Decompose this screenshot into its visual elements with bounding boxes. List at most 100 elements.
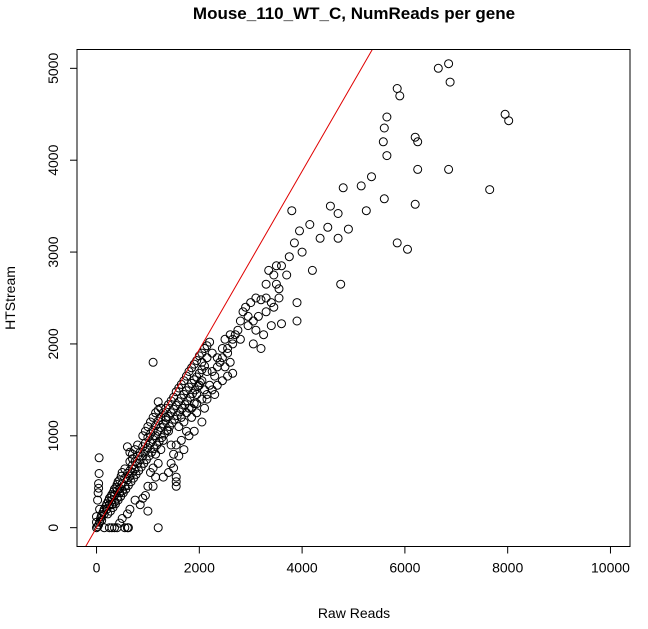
data-point	[305, 220, 315, 229]
x-tick-label: 8000	[492, 560, 523, 576]
data-point	[133, 440, 143, 450]
data-point	[176, 435, 186, 445]
data-point	[205, 337, 215, 347]
data-point	[212, 353, 222, 363]
data-point	[269, 270, 279, 280]
y-tick-label: 2000	[45, 328, 61, 359]
data-point	[382, 112, 392, 122]
data-point	[367, 172, 376, 182]
data-point	[217, 353, 227, 363]
data-point	[338, 183, 348, 193]
x-axis-label: Raw Reads	[318, 605, 390, 621]
data-point	[146, 468, 155, 477]
data-point	[123, 523, 133, 533]
data-point	[182, 426, 191, 436]
data-point	[230, 330, 240, 340]
data-point	[243, 321, 253, 331]
data-point	[433, 63, 443, 73]
chart-title: Mouse_110_WT_C, NumReads per gene	[193, 4, 515, 23]
data-point	[210, 371, 220, 381]
data-point	[113, 477, 123, 487]
data-point	[217, 376, 227, 386]
data-point	[94, 520, 104, 530]
data-point	[403, 244, 412, 254]
data-point	[504, 116, 514, 126]
data-point	[151, 472, 161, 482]
data-point	[333, 209, 343, 218]
data-point	[207, 385, 217, 395]
data-point	[295, 226, 304, 236]
data-point	[171, 472, 181, 482]
data-point	[379, 123, 389, 133]
data-point	[169, 449, 179, 459]
data-point	[325, 201, 335, 211]
data-point	[307, 265, 317, 275]
data-point	[192, 399, 202, 409]
data-point	[125, 457, 135, 466]
data-point	[292, 298, 302, 308]
data-point	[112, 523, 122, 533]
data-point	[92, 523, 101, 533]
data-point	[146, 417, 155, 427]
y-tick-label: 0	[45, 524, 61, 532]
data-point	[266, 298, 276, 308]
y-axis-label: HTStream	[2, 266, 18, 330]
data-point	[207, 367, 217, 376]
data-point	[93, 522, 103, 532]
x-tick-label: 0	[93, 560, 101, 576]
data-point	[395, 91, 405, 101]
data-point	[166, 458, 176, 468]
data-point	[238, 307, 248, 317]
data-point	[174, 422, 184, 432]
data-point	[179, 417, 189, 427]
data-point	[243, 311, 253, 321]
data-point	[140, 426, 150, 436]
data-point	[197, 417, 207, 427]
data-point	[256, 295, 266, 305]
data-point	[382, 151, 392, 161]
data-point	[392, 84, 402, 93]
data-point	[223, 348, 233, 358]
data-point	[297, 247, 307, 257]
data-point	[233, 325, 243, 335]
data-point	[410, 199, 420, 209]
data-point	[413, 164, 423, 174]
data-point	[158, 472, 168, 482]
data-point	[241, 302, 251, 312]
data-point	[259, 330, 269, 340]
data-point	[235, 316, 245, 326]
data-point	[323, 222, 333, 232]
data-point	[135, 500, 145, 510]
data-point	[197, 357, 207, 367]
y-tick-label: 5000	[45, 53, 61, 84]
data-point	[93, 488, 103, 498]
data-point	[220, 362, 230, 372]
data-point	[205, 380, 215, 390]
data-point	[246, 298, 256, 308]
data-point	[94, 479, 104, 489]
data-point	[115, 518, 125, 528]
data-point	[271, 261, 281, 271]
data-point	[220, 334, 230, 344]
data-point	[151, 408, 161, 418]
data-point	[356, 181, 366, 191]
data-point	[253, 311, 263, 321]
data-point	[277, 319, 286, 329]
data-point	[116, 471, 126, 481]
data-point	[171, 481, 181, 491]
data-point	[148, 481, 158, 491]
data-point	[122, 469, 132, 478]
data-point	[153, 405, 163, 415]
data-point	[125, 504, 135, 514]
data-point	[292, 316, 302, 326]
data-point	[138, 431, 148, 441]
data-point	[379, 194, 389, 204]
data-point	[274, 284, 284, 294]
data-point	[197, 348, 207, 358]
x-axis: 0 2000 4000 6000 8000 10000	[93, 546, 630, 576]
plot-frame	[76, 49, 631, 547]
x-tick-label: 6000	[389, 560, 420, 576]
data-point	[251, 293, 261, 303]
data-point	[225, 357, 235, 367]
